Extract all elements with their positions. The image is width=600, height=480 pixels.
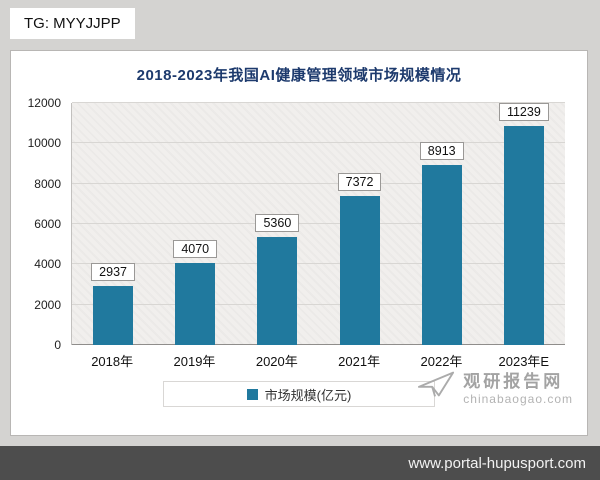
- y-axis: 0 2000 4000 6000 8000 10000 12000: [17, 96, 65, 352]
- x-tick-label: 2019年: [173, 354, 216, 369]
- watermark-name: 观研报告网: [463, 372, 564, 391]
- footer-bar: www.portal-hupusport.com: [0, 446, 600, 480]
- bar-value-label: 2937: [91, 262, 135, 281]
- y-tick-label: 10000: [27, 136, 61, 151]
- legend-label: 市场规模(亿元): [264, 387, 352, 403]
- bar: [339, 196, 380, 345]
- y-tick-label: 12000: [27, 96, 61, 110]
- x-tick-label: 2021年: [338, 354, 381, 369]
- chart-card: 2018-2023年我国AI健康管理领域市场规模情况 0 2000 4000 6000…: [10, 50, 588, 436]
- bar-slot: 5360: [237, 103, 317, 345]
- bar-slot: 11239: [484, 103, 564, 345]
- watermark-site: chinabaogao.com: [463, 392, 573, 406]
- gridline: [72, 263, 565, 265]
- legend-swatch-icon: [246, 388, 258, 400]
- x-axis: 2018年 2019年 2020年 2021年 2022年 2023年E: [71, 351, 565, 370]
- bar-value-label: 7372: [337, 173, 382, 192]
- gridline: [72, 142, 565, 144]
- y-tick-label: 6000: [34, 217, 61, 231]
- bar-slot: 2937: [73, 103, 153, 345]
- watermark: 观研报告网 chinabaogao.com: [417, 367, 573, 406]
- x-tick-label: 2023年E: [498, 354, 550, 369]
- x-tick-label: 2018年: [91, 354, 134, 369]
- gridline: [72, 344, 565, 345]
- bar-value-label: 5360: [255, 213, 300, 232]
- x-tick-label: 2020年: [255, 354, 298, 369]
- plot-area: 2937 4070 5360 7372 8913 11239: [71, 102, 565, 345]
- gridline: [72, 102, 565, 103]
- bar-slot: 7372: [320, 103, 400, 345]
- legend: 市场规模(亿元): [163, 381, 435, 407]
- chart-title: 2018-2023年我国AI健康管理领域市场规模情况: [136, 67, 462, 84]
- gridline: [72, 223, 565, 224]
- gridline: [72, 303, 565, 305]
- bar: [421, 165, 462, 345]
- gridline: [72, 182, 565, 184]
- y-tick-label: 0: [54, 338, 61, 352]
- bar-slot: 4070: [155, 103, 235, 345]
- y-tick-label: 4000: [34, 257, 61, 272]
- bar-value-label: 11239: [498, 103, 549, 121]
- y-tick-label: 8000: [34, 176, 61, 191]
- bar: [175, 262, 216, 345]
- tg-label: TG: MYYJJPP: [10, 8, 135, 39]
- bar-value-label: 8913: [419, 142, 464, 161]
- bar: [93, 285, 134, 345]
- bar-slot: 8913: [402, 103, 482, 345]
- y-tick-label: 2000: [34, 297, 61, 312]
- bar: [503, 126, 544, 345]
- paper-plane-icon: [417, 369, 455, 404]
- bar-value-label: 4070: [173, 239, 218, 258]
- footer-url: www.portal-hupusport.com: [408, 454, 586, 472]
- bar: [257, 236, 298, 345]
- x-tick-label: 2022年: [420, 354, 463, 369]
- watermark-text: 观研报告网 chinabaogao.com: [463, 367, 573, 406]
